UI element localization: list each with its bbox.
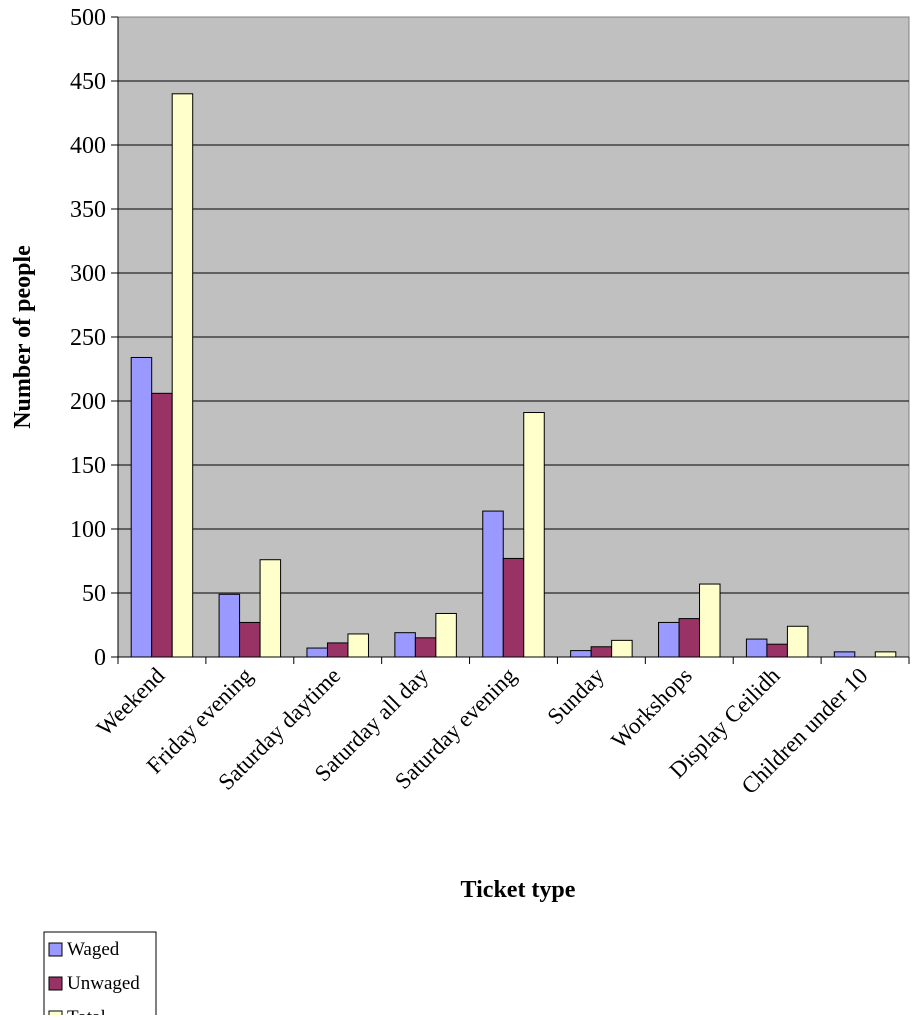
legend-label-unwaged: Unwaged [67,973,140,994]
legend-box [43,931,157,1020]
bar-waged [482,510,504,658]
y-tick-label: 150 [70,453,106,479]
y-tick-labels: 0 50 100 150 200 250 300 350 400 450 500 [70,5,106,671]
x-tick-label: Workshops [606,663,696,753]
bar-unwaged [766,643,788,658]
bar-total [874,651,897,658]
y-tick-label: 50 [82,581,106,607]
legend-label-total: Total [67,1007,106,1015]
x-tick-label: Weekend [92,663,170,741]
bar-waged [394,632,416,658]
bar-unwaged [151,392,173,658]
legend-swatch-unwaged [48,976,63,991]
bar-waged [745,638,768,658]
bar-total [171,93,194,658]
y-tick-label: 0 [94,645,106,671]
y-tick-label: 500 [70,5,106,31]
y-axis-title: Number of people [10,245,36,429]
bar-unwaged [502,557,525,658]
legend-label-waged: Waged [67,939,120,960]
x-axis-title: Ticket type [461,877,576,903]
bar-unwaged [239,621,261,658]
bar-total [786,625,809,658]
bar-waged [833,651,856,658]
bar-total [523,412,545,658]
y-tick-label: 350 [70,197,106,223]
y-tick-label: 200 [70,389,106,415]
axes [111,16,910,664]
y-tick-label: 300 [70,261,106,287]
bar-waged [218,593,241,658]
bar-unwaged [590,646,613,658]
bar-waged [130,356,153,658]
bars [130,93,897,658]
bar-total [699,583,721,658]
x-tick-label: Sunday [542,663,609,730]
bar-total [347,633,369,658]
y-tick-label: 400 [70,133,106,159]
y-tick-label: 250 [70,325,106,351]
bar-unwaged [678,618,701,658]
legend-swatch-waged [48,942,63,957]
bar-waged [658,621,680,658]
bar-total [611,639,633,658]
bar-total [435,612,457,658]
bar-waged [570,650,592,658]
legend-swatch-total [48,1010,63,1020]
gridlines [118,80,909,594]
bar-total [259,559,282,658]
y-tick-label: 450 [70,69,106,95]
y-tick-label: 100 [70,517,106,543]
legend: Waged Unwaged Total [43,931,157,1020]
bar-unwaged [326,642,349,658]
bar-waged [306,647,328,658]
bar-unwaged [414,637,437,658]
